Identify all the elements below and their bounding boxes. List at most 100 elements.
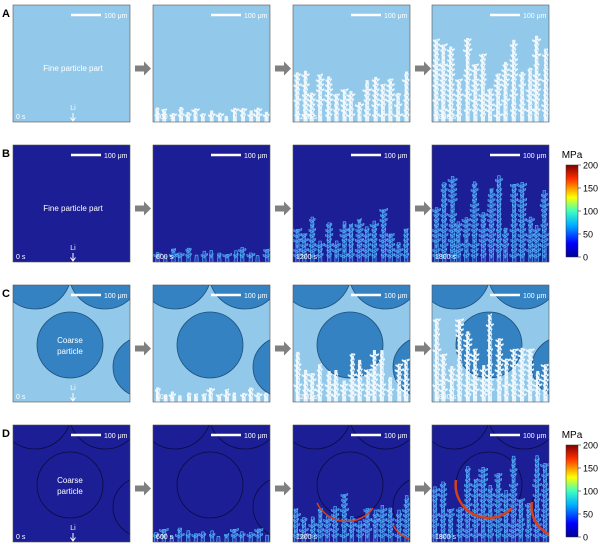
dendrite xyxy=(493,73,503,122)
annotation: Fine particle part xyxy=(43,64,103,73)
time-label: 600 s xyxy=(156,534,174,541)
coarse-particle xyxy=(432,285,489,310)
dendrite xyxy=(299,517,309,542)
panel-frame xyxy=(431,144,550,263)
dendrite xyxy=(293,72,302,122)
coarse-particle xyxy=(210,425,270,450)
scale-label: 100 μm xyxy=(104,293,128,300)
dendrite xyxy=(240,392,248,402)
panel-frame xyxy=(12,4,131,123)
dendrite xyxy=(299,232,309,262)
dendrite xyxy=(518,71,527,122)
colorbar-tick-label: 100 xyxy=(583,487,598,497)
dendrite xyxy=(478,467,488,542)
dendrite xyxy=(216,536,221,542)
background xyxy=(13,425,130,542)
dendrite xyxy=(209,250,214,262)
time-label: 0 s xyxy=(16,534,26,541)
dendrite xyxy=(340,88,350,122)
dendrite xyxy=(371,509,381,542)
scale-label: 100 μm xyxy=(244,153,268,160)
time-label: 0 s xyxy=(16,394,26,401)
li-arrow xyxy=(70,533,76,542)
dendrite xyxy=(377,504,388,542)
panel: 100 μm 1800 s xyxy=(431,4,550,123)
dendrite xyxy=(206,387,215,402)
dendrite xyxy=(493,472,503,542)
coarse-particle xyxy=(70,285,130,310)
panel-body xyxy=(432,285,549,402)
dendrite xyxy=(308,516,318,542)
dendrite xyxy=(154,107,160,122)
dendrite xyxy=(447,176,458,262)
scale-label: 100 μm xyxy=(523,153,547,160)
coarse-particle xyxy=(176,311,244,379)
dendrite xyxy=(509,348,519,402)
dendrite xyxy=(264,534,270,542)
flow-arrow xyxy=(135,481,151,496)
dendrite xyxy=(168,391,176,402)
flow-arrow xyxy=(135,341,151,356)
dendrite xyxy=(191,108,200,122)
coarse-particle xyxy=(153,425,210,450)
time-label: 1200 s xyxy=(296,254,318,261)
dendrite xyxy=(355,359,365,402)
panel-frame xyxy=(12,424,131,543)
dendrite xyxy=(254,392,263,402)
panel-body xyxy=(293,5,410,122)
dendrite xyxy=(371,77,380,122)
dendrite xyxy=(193,393,199,402)
dendrite xyxy=(517,182,528,262)
panel-body xyxy=(153,5,270,122)
dendrite xyxy=(159,528,169,542)
dendrite xyxy=(456,507,465,542)
time-label: 1200 s xyxy=(296,534,318,541)
coarse-particle xyxy=(13,425,70,450)
panel-body xyxy=(293,425,410,542)
panel-body xyxy=(293,145,410,262)
dendrite xyxy=(386,232,395,262)
flow-arrow xyxy=(415,61,431,76)
scale-label: 100 μm xyxy=(384,13,408,20)
panel-frame xyxy=(12,144,131,263)
dendrite xyxy=(362,226,372,262)
dendrite xyxy=(393,92,403,122)
dendrite xyxy=(174,527,185,542)
dendrite xyxy=(509,39,519,122)
dendrite xyxy=(238,531,246,542)
dendrite xyxy=(301,70,310,122)
dendrite xyxy=(185,247,192,262)
dendrite xyxy=(177,395,182,402)
dendrite xyxy=(239,108,248,122)
dendrite xyxy=(385,78,395,122)
dendrite xyxy=(432,318,442,402)
colorbar xyxy=(565,164,579,258)
scale-label: 100 μm xyxy=(523,293,547,300)
dendrite xyxy=(307,92,316,122)
dendrite xyxy=(495,175,503,262)
coarse-particle xyxy=(112,479,130,535)
li-label: Li xyxy=(70,105,76,112)
time-label: 0 s xyxy=(16,114,26,121)
dendrite xyxy=(369,220,379,262)
flow-arrow xyxy=(415,201,431,216)
dendrite xyxy=(208,110,216,122)
annotation: Coarse xyxy=(57,336,83,345)
flow-arrow xyxy=(135,201,151,216)
time-label: 1800 s xyxy=(435,254,457,261)
panel-frame xyxy=(12,284,131,403)
annotation: particle xyxy=(57,487,83,496)
dendrite xyxy=(209,530,216,542)
dendrite xyxy=(201,393,207,402)
dendrite xyxy=(253,107,263,122)
dendrite xyxy=(324,76,334,122)
dendrite xyxy=(161,108,167,122)
dendrite xyxy=(517,347,527,402)
dendrite xyxy=(485,88,495,122)
dendrite xyxy=(185,530,191,542)
panel: 100 μm 600 s xyxy=(152,4,271,123)
time-label: 1200 s xyxy=(296,394,318,401)
panel-frame xyxy=(292,424,411,543)
panel: 100 μm 600 s xyxy=(152,284,271,403)
flow-arrow xyxy=(275,481,291,496)
